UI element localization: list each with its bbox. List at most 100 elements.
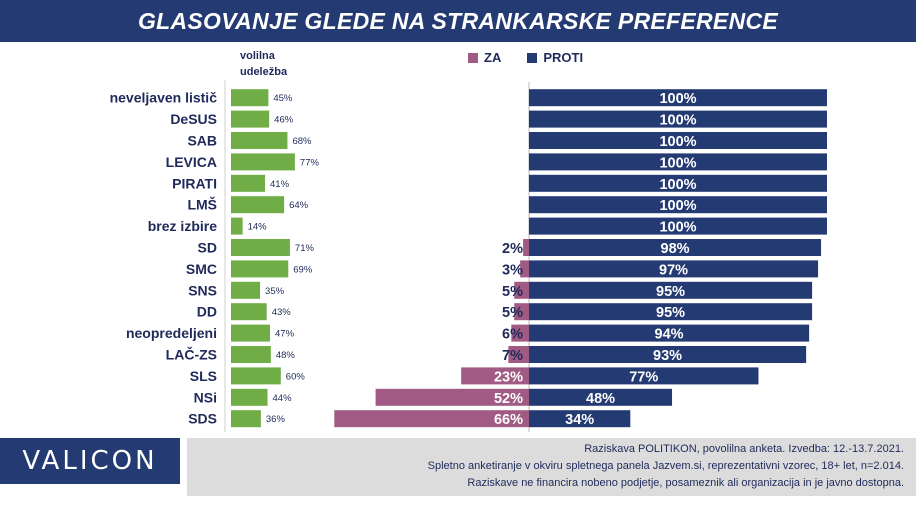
category-label-1: DeSUS: [170, 111, 217, 127]
turnout-header: volilna udeležba: [240, 48, 287, 80]
za-label-15: 66%: [494, 412, 523, 428]
proti-label-1: 100%: [659, 113, 696, 129]
category-label-14: NSi: [194, 389, 217, 405]
logo-box: VALICON: [0, 438, 180, 484]
turnout-label-5: 64%: [289, 200, 309, 211]
turnout-label-0: 45%: [273, 93, 293, 104]
proti-label-8: 97%: [659, 262, 688, 278]
legend-label-proti: PROTI: [543, 50, 584, 65]
footer-note: Raziskava POLITIKON, povolilna anketa. I…: [187, 438, 916, 496]
za-label-9: 5%: [502, 284, 523, 300]
turnout-bar-14: [231, 388, 268, 406]
category-label-9: SNS: [188, 282, 217, 298]
za-label-8: 3%: [502, 262, 523, 278]
turnout-bar-10: [231, 303, 267, 321]
proti-bar-14: [529, 388, 673, 406]
turnout-bar-13: [231, 367, 281, 385]
proti-label-0: 100%: [659, 91, 696, 107]
turnout-bar-2: [231, 132, 288, 149]
category-label-7: SD: [198, 240, 217, 256]
za-bar-13: [461, 367, 529, 385]
category-label-13: SLS: [190, 368, 217, 384]
category-label-15: SDS: [188, 411, 217, 427]
proti-label-2: 100%: [659, 134, 696, 150]
category-label-2: SAB: [187, 133, 217, 149]
proti-label-15: 34%: [565, 412, 594, 428]
category-label-12: LAČ-ZS: [166, 346, 217, 363]
turnout-header-line-2: udeležba: [240, 66, 288, 78]
proti-bar-7: [529, 239, 822, 256]
turnout-label-14: 44%: [273, 393, 293, 404]
turnout-label-3: 77%: [300, 157, 320, 168]
category-label-4: PIRATI: [172, 175, 217, 191]
legend-swatch-proti: [527, 52, 538, 63]
proti-bar-9: [529, 281, 813, 299]
turnout-label-12: 48%: [276, 350, 296, 361]
proti-label-5: 100%: [659, 198, 696, 214]
za-label-13: 23%: [494, 369, 523, 385]
proti-label-3: 100%: [659, 155, 696, 171]
category-label-8: SMC: [186, 261, 217, 277]
za-label-14: 52%: [494, 391, 523, 407]
za-bar-11: [511, 324, 529, 342]
legend-item-za: ZA: [468, 50, 501, 65]
turnout-bar-12: [231, 346, 271, 363]
proti-bar-8: [529, 260, 819, 278]
za-label-12: 7%: [502, 348, 523, 364]
proti-label-4: 100%: [659, 177, 696, 193]
za-bar-12: [508, 346, 529, 363]
proti-bar-10: [529, 303, 813, 321]
chart-title: GLASOVANJE GLEDE NA STRANKARSKE PREFEREN…: [137, 7, 779, 34]
turnout-label-13: 60%: [286, 371, 306, 382]
turnout-bar-6: [231, 217, 243, 235]
turnout-bar-1: [231, 110, 270, 128]
turnout-bar-5: [231, 196, 285, 214]
footer-line-1: Raziskava POLITIKON, povolilna anketa. I…: [584, 443, 904, 455]
turnout-label-1: 46%: [274, 115, 294, 126]
chart: neveljaven listič 45% 100% DeSUS 46% 100% SAB 6…: [110, 80, 827, 432]
proti-bar-13: [529, 367, 759, 385]
za-label-11: 6%: [502, 327, 523, 343]
turnout-bar-4: [231, 174, 266, 192]
category-label-5: LMŠ: [187, 196, 217, 213]
proti-bar-3: [529, 153, 827, 171]
category-label-10: DD: [197, 304, 217, 320]
proti-bar-4: [529, 174, 827, 192]
legend-item-proti: PROTI: [527, 50, 583, 65]
legend-label-za: ZA: [484, 50, 502, 65]
footer-line-3: Raziskave ne financira nobeno podjetje, …: [467, 477, 904, 489]
za-bar-8: [520, 260, 529, 278]
valicon-logo: VALICON: [22, 446, 158, 476]
proti-bar-1: [529, 110, 827, 128]
proti-label-14: 48%: [586, 391, 615, 407]
proti-label-7: 98%: [661, 241, 690, 257]
turnout-bar-9: [231, 281, 261, 299]
turnout-bar-3: [231, 153, 295, 171]
turnout-label-8: 69%: [293, 264, 313, 275]
turnout-bar-15: [231, 410, 261, 428]
category-label-0: neveljaven listič: [110, 90, 218, 106]
turnout-label-10: 43%: [272, 307, 292, 318]
proti-label-9: 95%: [656, 284, 685, 300]
proti-bar-6: [529, 217, 827, 235]
turnout-label-7: 71%: [295, 243, 315, 254]
turnout-label-9: 35%: [265, 286, 285, 297]
turnout-bar-7: [231, 239, 290, 256]
turnout-label-6: 14%: [248, 222, 268, 233]
turnout-label-4: 41%: [270, 179, 290, 190]
proti-label-13: 77%: [629, 369, 658, 385]
za-bar-15: [334, 410, 529, 428]
proti-label-6: 100%: [659, 220, 696, 236]
proti-bar-12: [529, 346, 807, 363]
proti-bar-11: [529, 324, 810, 342]
proti-label-12: 93%: [653, 348, 682, 364]
footer-line-2: Spletno anketiranje v okviru spletnega p…: [427, 460, 904, 472]
turnout-bar-0: [231, 89, 269, 107]
turnout-label-2: 68%: [292, 136, 312, 147]
za-bar-9: [514, 281, 529, 299]
za-bar-10: [514, 303, 529, 321]
turnout-bar-8: [231, 260, 289, 278]
category-label-6: brez izbire: [148, 218, 217, 234]
proti-bar-0: [529, 89, 827, 107]
legend-swatch-za: [468, 52, 478, 63]
